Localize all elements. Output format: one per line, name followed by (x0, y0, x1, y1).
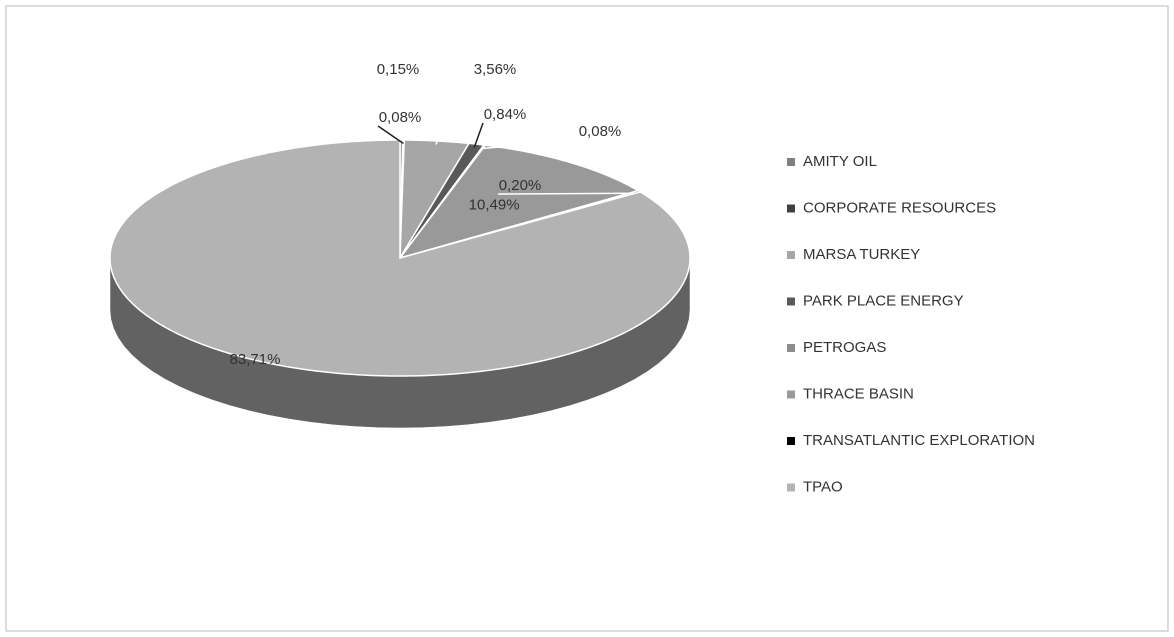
legend-label: PETROGAS (803, 339, 886, 356)
legend-label: AMITY OIL (803, 153, 877, 170)
data-label: 0,15% (377, 61, 420, 78)
leader-line (497, 192, 633, 195)
legend-label: MARSA TURKEY (803, 246, 920, 263)
data-label: 0,84% (484, 106, 527, 123)
data-label: 0,08% (579, 123, 622, 140)
legend-swatch (787, 204, 795, 213)
data-label: 0,08% (379, 109, 422, 126)
legend-swatch (787, 158, 795, 166)
pie-slice (109, 139, 691, 377)
data-label: 0,20% (499, 177, 542, 194)
data-label: 3,56% (474, 61, 517, 78)
legend-label: THRACE BASIN (803, 385, 914, 402)
data-label: 83,71% (230, 351, 281, 368)
legend-swatch (787, 297, 795, 306)
data-label: 10,49% (469, 197, 520, 214)
leader-line (482, 139, 579, 150)
leader-line (435, 77, 474, 145)
legend-label: TPAO (803, 478, 843, 495)
legend-swatch (787, 483, 795, 492)
legend-swatch (787, 390, 795, 399)
legend-swatch (787, 344, 795, 352)
legend-label: PARK PLACE ENERGY (803, 292, 964, 309)
legend-swatch (787, 251, 795, 259)
legend-swatch (787, 437, 795, 445)
pie-slice (398, 144, 641, 260)
legend-label: CORPORATE RESOURCES (803, 199, 996, 216)
leader-line (473, 122, 484, 148)
leader-line (377, 125, 404, 145)
legend-label: TRANSATLANTIC EXPLORATION (803, 432, 1035, 449)
leader-line (375, 77, 403, 144)
